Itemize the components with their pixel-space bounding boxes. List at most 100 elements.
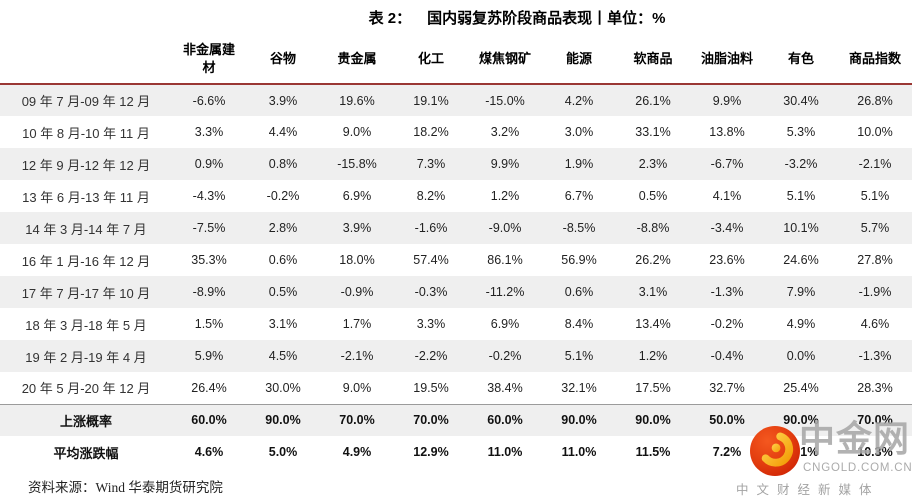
- row-label: 10 年 8 月-10 年 11 月: [22, 125, 150, 141]
- cell-value: 3.1%: [268, 317, 298, 331]
- row-label: 12 年 9 月-12 年 12 月: [21, 157, 151, 173]
- cell-value: 35.3%: [191, 253, 227, 267]
- cell-value: -11.2%: [485, 285, 525, 299]
- row-label: 上涨概率: [0, 403, 172, 436]
- cell-value: 10.3%: [857, 445, 893, 459]
- table-title-text: 国内弱复苏阶段商品表现丨单位：%: [427, 10, 666, 27]
- cell-value: 0.6%: [564, 285, 594, 299]
- cell-value: -6.7%: [710, 157, 744, 171]
- data-row: 20 年 5 月-20 年 12 月 26.4% 30.0% 9.0% 19.5% 38.…: [0, 372, 912, 404]
- data-row: 17 年 7 月-17 年 10 月 -8.9% 0.5% -0.9% -0.3% -11…: [0, 276, 912, 308]
- cell-value: 23.6%: [709, 253, 745, 267]
- column-header: 谷物: [246, 34, 320, 85]
- cell-value: 13.8%: [709, 125, 745, 139]
- cell-value: 6.9%: [342, 189, 372, 203]
- data-row: 14 年 3 月-14 年 7 月 -7.5% 2.8% 3.9% -1.6% -9.0%…: [0, 212, 912, 244]
- header-row: 非金属建材 谷物 贵金属 化工 煤焦钢矿 能源 软商品 油脂油料 有色 商品指数: [0, 34, 912, 85]
- cell-value: 26.4%: [191, 380, 227, 395]
- cell-value: 0.6%: [268, 253, 298, 267]
- table-number: 表 2：: [368, 10, 412, 27]
- cell-value: 9.9%: [490, 157, 520, 171]
- cell-value: 32.1%: [561, 380, 597, 395]
- cell-value: 18.2%: [413, 125, 449, 139]
- table-title: 表 2： 国内弱复苏阶段商品表现丨单位：%: [61, 0, 912, 34]
- cell-value: 27.8%: [857, 253, 893, 267]
- row-label: 09 年 7 月-09 年 12 月: [21, 94, 151, 109]
- cell-value: -8.5%: [562, 221, 596, 235]
- cell-value: 33.1%: [635, 125, 671, 139]
- cell-value: 60.0%: [172, 403, 246, 436]
- column-header: 贵金属: [320, 34, 394, 85]
- cell-value: 5.7%: [860, 221, 890, 235]
- cell-value: -1.3%: [710, 285, 744, 299]
- cell-value: 10.0%: [857, 125, 893, 139]
- cell-value: 3.3%: [416, 317, 446, 331]
- cell-value: 5.0%: [268, 445, 298, 459]
- cell-value: 9.0%: [342, 380, 372, 395]
- cell-value: -2.1%: [858, 157, 892, 171]
- row-label: 18 年 3 月-18 年 5 月: [25, 317, 147, 333]
- cell-value: 28.3%: [857, 380, 893, 395]
- cell-value: -15.8%: [337, 157, 377, 171]
- cell-value: 13.4%: [635, 317, 671, 331]
- cell-value: -3.2%: [784, 157, 818, 171]
- cell-value: -1.9%: [858, 285, 892, 299]
- cell-value: -2.2%: [414, 349, 448, 363]
- cell-value: 18.0%: [339, 253, 375, 267]
- cell-value: 0.0%: [786, 349, 816, 363]
- column-header: 有色: [764, 34, 838, 85]
- summary-row: 上涨概率 60.0% 90.0% 70.0% 70.0% 60.0% 90.0% 90.0% 5…: [0, 403, 912, 436]
- cell-value: 90.0%: [616, 403, 690, 436]
- cell-value: 3.3%: [194, 125, 224, 139]
- cell-value: 2.8%: [268, 221, 298, 235]
- column-header: 油脂油料: [690, 34, 764, 85]
- summary-row: 平均涨跌幅 4.6% 5.0% 4.9% 12.9% 11.0% 11.0% 11.5% 7.2…: [0, 436, 912, 468]
- cell-value: 19.5%: [413, 380, 449, 395]
- cell-value: 1.5%: [194, 317, 224, 331]
- cell-value: 60.0%: [468, 403, 542, 436]
- column-header: 商品指数: [838, 34, 912, 85]
- cell-value: -0.2%: [488, 349, 522, 363]
- cell-value: 5.9%: [194, 349, 224, 363]
- column-header: 能源: [542, 34, 616, 85]
- cell-value: 38.4%: [487, 380, 523, 395]
- cell-value: 90.0%: [542, 403, 616, 436]
- cell-value: 0.5%: [638, 189, 668, 203]
- cell-value: -8.8%: [636, 221, 670, 235]
- row-label: 14 年 3 月-14 年 7 月: [25, 221, 147, 237]
- column-header: 煤焦钢矿: [468, 34, 542, 85]
- cell-value: -9.0%: [488, 221, 522, 235]
- row-label: 平均涨跌幅: [53, 445, 119, 461]
- data-row: 16 年 1 月-16 年 12 月 35.3% 0.6% 18.0% 57.4% 86.…: [0, 244, 912, 276]
- cell-value: 26.1%: [635, 93, 671, 108]
- row-label: 13 年 6 月-13 年 11 月: [22, 189, 150, 205]
- cell-value: 3.0%: [564, 125, 594, 139]
- row-label: 17 年 7 月-17 年 10 月: [21, 285, 151, 301]
- cell-value: 90.0%: [246, 403, 320, 436]
- row-label: 20 年 5 月-20 年 12 月: [21, 381, 151, 397]
- cell-value: 2.3%: [638, 157, 668, 171]
- corner-cell: [0, 34, 172, 85]
- row-label: 16 年 1 月-16 年 12 月: [21, 253, 151, 269]
- cell-value: 11.1%: [783, 445, 819, 459]
- cell-value: 4.6%: [194, 445, 224, 459]
- cell-value: 4.5%: [268, 349, 298, 363]
- cell-value: 25.4%: [783, 380, 819, 395]
- cell-value: 32.7%: [709, 380, 745, 395]
- cell-value: 4.2%: [564, 93, 594, 108]
- cell-value: 9.9%: [712, 93, 742, 108]
- cell-value: 1.7%: [342, 317, 372, 331]
- cell-value: 70.0%: [320, 403, 394, 436]
- cell-value: 70.0%: [394, 403, 468, 436]
- cell-value: 5.1%: [860, 189, 890, 203]
- cell-value: 1.2%: [490, 189, 520, 203]
- cell-value: 7.3%: [416, 157, 446, 171]
- row-label: 19 年 2 月-19 年 4 月: [25, 349, 147, 365]
- cell-value: 5.1%: [564, 349, 594, 363]
- cell-value: -0.9%: [340, 285, 374, 299]
- cell-value: 4.4%: [268, 125, 298, 139]
- data-row: 12 年 9 月-12 年 12 月 0.9% 0.8% -15.8% 7.3% 9.9%…: [0, 148, 912, 180]
- cell-value: 24.6%: [783, 253, 819, 267]
- cell-value: 4.9%: [342, 445, 372, 459]
